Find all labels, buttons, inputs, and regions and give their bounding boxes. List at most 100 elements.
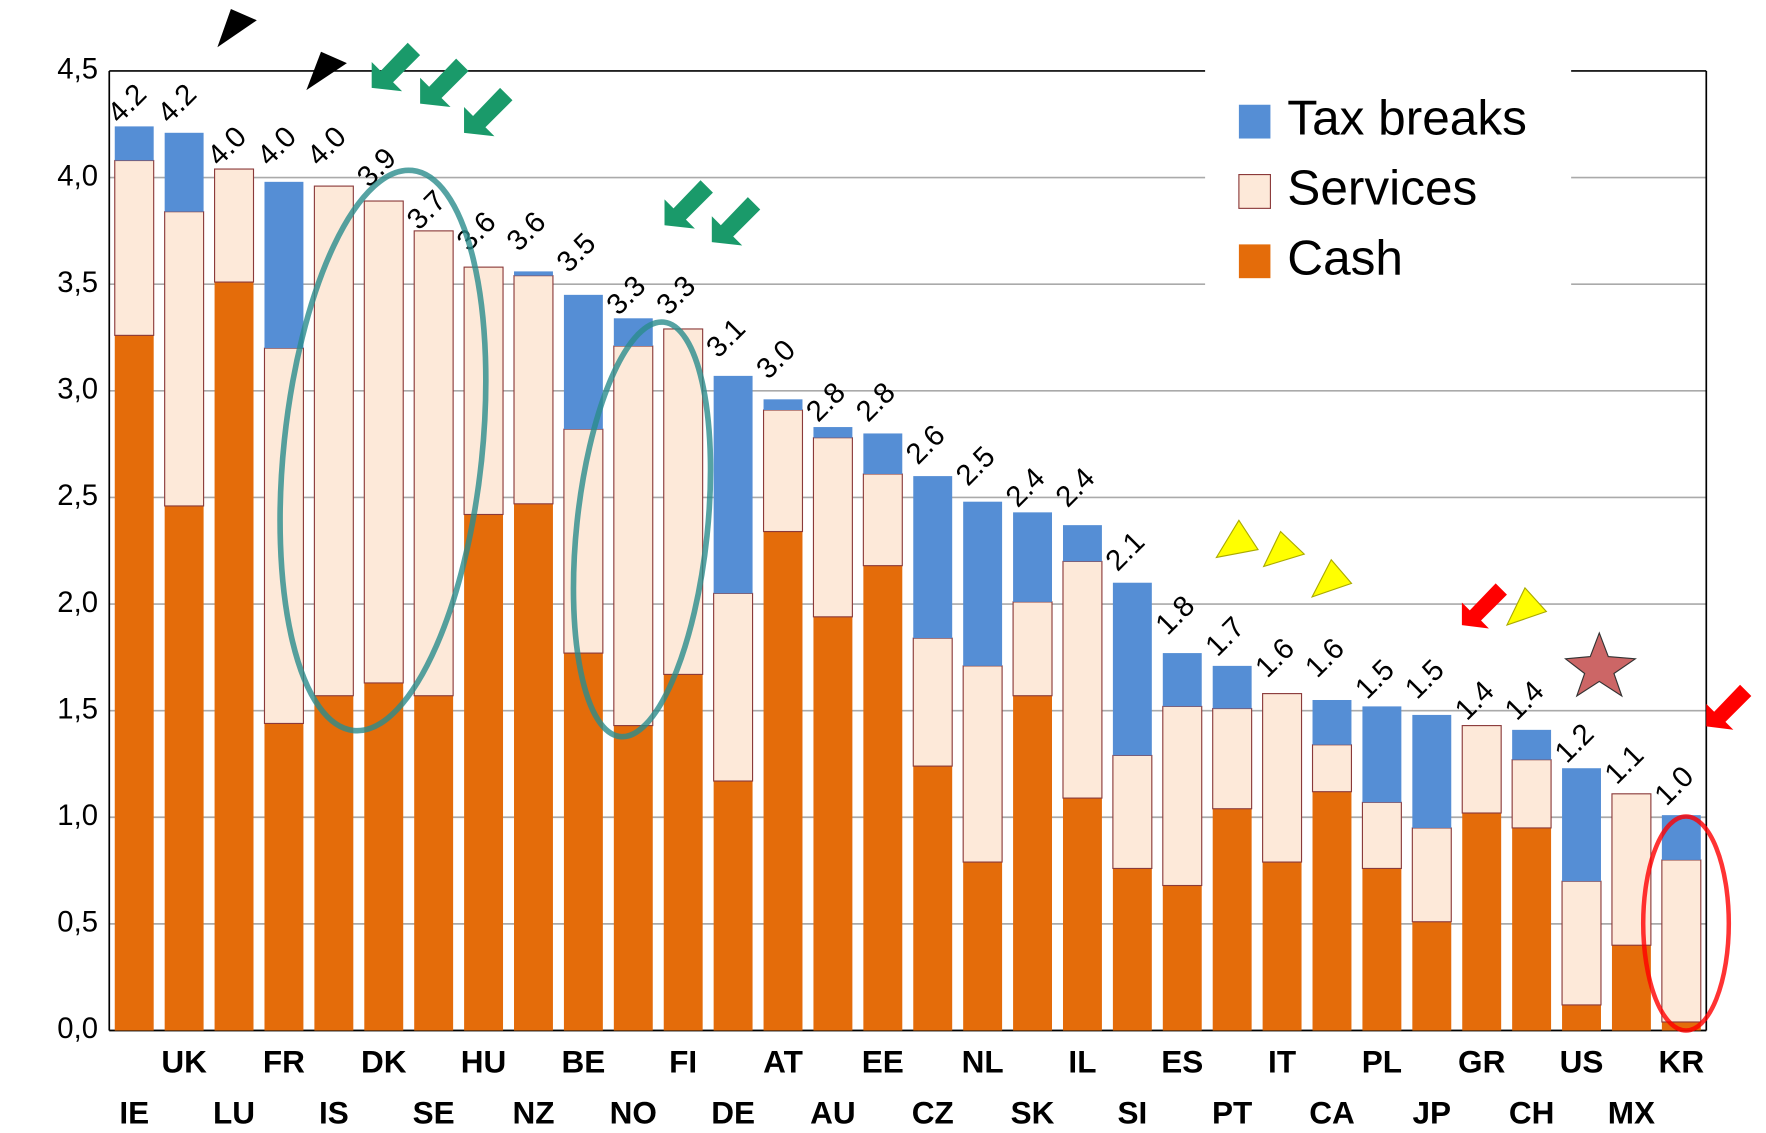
- bar-segment: [1262, 862, 1302, 1031]
- total-label: 1.6: [1299, 632, 1351, 684]
- x-tick-label: SE: [413, 1094, 455, 1130]
- arrow-marker: [306, 51, 347, 91]
- triangle-marker: [1215, 519, 1548, 627]
- bar-segment: [1411, 827, 1452, 923]
- bar-segment: [613, 345, 654, 727]
- annotations: [217, 9, 1752, 1033]
- bar-segment: [1661, 859, 1702, 1023]
- total-label: 1.5: [1399, 653, 1451, 705]
- bar-segment: [663, 328, 704, 675]
- bar-segment: [813, 427, 853, 438]
- bar-segment: [1362, 868, 1402, 1031]
- bar-segment: [713, 592, 754, 782]
- bar-segment: [1013, 695, 1053, 1031]
- x-tick-label: PL: [1362, 1044, 1402, 1080]
- y-tick-label: 2,0: [57, 586, 98, 619]
- total-label: 3.6: [500, 205, 552, 257]
- bar-segment: [1112, 868, 1152, 1031]
- bar-segment: [214, 282, 254, 1031]
- bar-segment: [264, 723, 304, 1031]
- bar-segment: [812, 437, 853, 618]
- y-tick-label: 3,0: [57, 373, 98, 406]
- bar-segment: [314, 695, 354, 1031]
- x-tick-label: AT: [763, 1044, 803, 1080]
- bar-segment: [963, 501, 1003, 666]
- bar-segment: [912, 637, 953, 767]
- bar-segment: [862, 473, 903, 567]
- total-label: 4.2: [151, 77, 203, 129]
- bar-segment: [1212, 808, 1252, 1031]
- bar-segment: [863, 565, 903, 1031]
- x-tick-label: HU: [461, 1044, 507, 1080]
- bar-segment: [913, 766, 953, 1031]
- circle-marker: [570, 319, 714, 740]
- total-label: 3.1: [700, 312, 752, 364]
- bar-segment: [363, 200, 404, 684]
- total-label: 1.7: [1199, 611, 1251, 663]
- x-tick-label: FI: [669, 1044, 697, 1080]
- bar-segment: [1462, 813, 1502, 1031]
- bar-segment: [1562, 1004, 1601, 1031]
- bar-segment: [1461, 725, 1502, 814]
- bar-segment: [1561, 880, 1602, 1006]
- y-tick-label: 4,5: [57, 53, 98, 86]
- bar-segment: [1312, 791, 1352, 1031]
- x-tick-label: SK: [1011, 1094, 1055, 1130]
- bar-segment: [1112, 582, 1152, 756]
- bar-segment: [713, 375, 753, 594]
- y-tick-label: 0,5: [57, 906, 98, 939]
- bar-segment: [1562, 768, 1601, 882]
- total-label: 3.3: [650, 269, 702, 321]
- x-tick-label: PT: [1212, 1094, 1252, 1130]
- legend: Tax breaks Services Cash: [1205, 61, 1572, 299]
- bar-segment: [1661, 1021, 1701, 1031]
- x-tick-label: IT: [1268, 1044, 1296, 1080]
- x-tick-label: GR: [1458, 1044, 1506, 1080]
- bar-segment: [1412, 714, 1452, 828]
- total-label: 2.4: [1049, 461, 1101, 513]
- total-label: 2.6: [900, 419, 952, 471]
- legend-label: Cash: [1287, 229, 1403, 285]
- bar-segment: [514, 271, 553, 276]
- total-label: 3.3: [600, 269, 652, 321]
- x-tick-label: CA: [1309, 1094, 1355, 1130]
- bar-segment: [563, 653, 603, 1031]
- bar-segment: [1112, 754, 1153, 870]
- bar-segment: [1212, 707, 1253, 810]
- x-tick-label: ES: [1161, 1044, 1203, 1080]
- bar-segment: [264, 181, 304, 349]
- star-marker: [1564, 631, 1637, 698]
- total-label: 4.0: [251, 120, 303, 172]
- x-tick-label: SI: [1117, 1094, 1147, 1130]
- total-label: 2.8: [850, 376, 902, 428]
- y-tick-label: 4,0: [57, 159, 98, 192]
- y-tick-label: 1,5: [57, 692, 98, 725]
- bar-segment: [613, 725, 653, 1031]
- x-tick-label: NO: [610, 1094, 657, 1130]
- total-label: 3.0: [750, 333, 802, 385]
- bar-segment: [1661, 815, 1701, 860]
- total-label: 1.5: [1349, 653, 1401, 705]
- bar-segment: [1512, 827, 1552, 1031]
- arrow-marker: [217, 9, 257, 48]
- legend-label: Services: [1287, 160, 1477, 216]
- bar-segment: [1412, 921, 1452, 1031]
- bar-segment: [962, 665, 1003, 863]
- x-tick-label: FR: [263, 1044, 305, 1080]
- x-tick-label: NL: [962, 1044, 1004, 1080]
- bar-segment: [713, 781, 753, 1031]
- x-tick-label: KR: [1659, 1044, 1705, 1080]
- bars: [114, 126, 1702, 1031]
- bar-segment: [563, 428, 604, 654]
- bar-segment: [1512, 729, 1552, 760]
- green-arrows: [371, 42, 761, 246]
- bar-segment: [464, 514, 504, 1031]
- bar-segment: [164, 132, 204, 212]
- bar-segment: [1162, 653, 1202, 707]
- bar-segment: [1212, 665, 1252, 709]
- bar-segment: [214, 168, 255, 283]
- y-tick-label: 2,5: [57, 479, 98, 512]
- bar-segment: [1311, 744, 1353, 793]
- bar-segment: [1012, 601, 1053, 697]
- x-tick-label: DE: [711, 1094, 755, 1130]
